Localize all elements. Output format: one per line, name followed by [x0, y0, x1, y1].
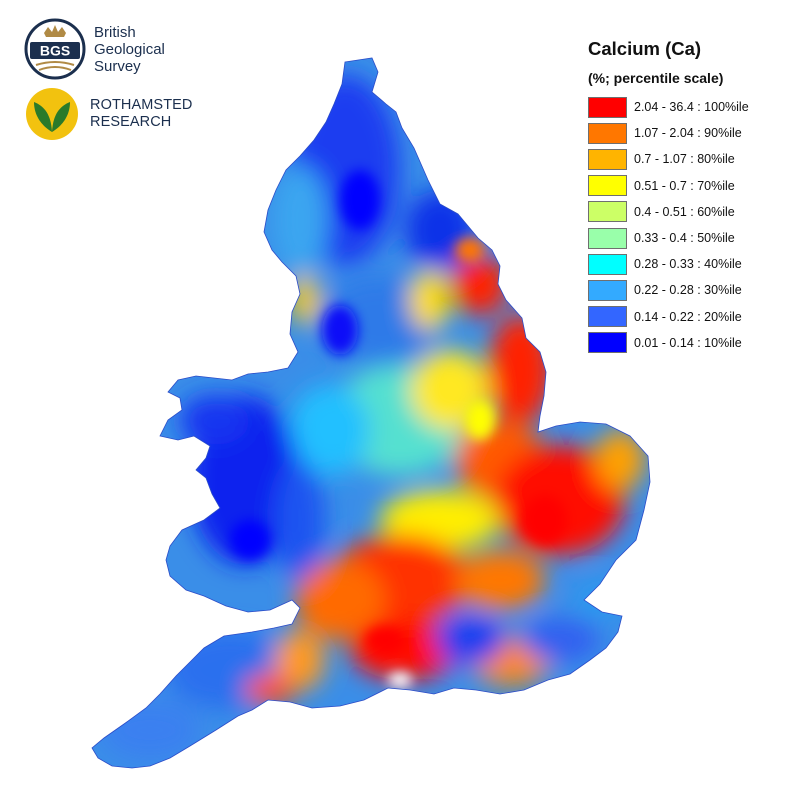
legend-label: 2.04 - 36.4 : 100%ile [634, 100, 749, 115]
legend-label: 0.4 - 0.51 : 60%ile [634, 204, 735, 219]
legend-swatch [588, 96, 627, 118]
legend-swatch [588, 175, 627, 197]
legend-label: 0.01 - 0.14 : 10%ile [634, 335, 742, 350]
rothamsted-line-1: ROTHAMSTED [90, 97, 193, 113]
legend-item: 0.01 - 0.14 : 10%ile [588, 330, 749, 356]
svg-text:BGS: BGS [40, 43, 70, 59]
legend-label: 0.14 - 0.22 : 20%ile [634, 309, 742, 324]
legend-swatch [588, 148, 627, 170]
legend-item: 0.51 - 0.7 : 70%ile [588, 173, 749, 199]
legend-swatch [588, 201, 627, 223]
rothamsted-leaf-icon [26, 88, 78, 140]
legend-subtitle: (%; percentile scale) [588, 70, 724, 86]
rothamsted-line-2: RESEARCH [90, 114, 172, 130]
rothamsted-logo: ROTHAMSTED RESEARCH [24, 86, 193, 142]
legend-item: 0.33 - 0.4 : 50%ile [588, 225, 749, 251]
legend-swatch [588, 227, 627, 249]
legend-swatch [588, 332, 627, 354]
bgs-line-3: Survey [94, 57, 141, 75]
legend-swatch [588, 306, 627, 328]
legend-item: 0.4 - 0.51 : 60%ile [588, 199, 749, 225]
bgs-logo: BGS British Geological Survey [22, 18, 165, 80]
legend-swatch [588, 253, 627, 275]
legend-title: Calcium (Ca) [588, 38, 702, 59]
legend-label: 1.07 - 2.04 : 90%ile [634, 126, 742, 141]
legend-label: 0.28 - 0.33 : 40%ile [634, 257, 742, 272]
legend-swatch [588, 122, 627, 144]
legend-item: 0.7 - 1.07 : 80%ile [588, 146, 749, 172]
legend-label: 0.22 - 0.28 : 30%ile [634, 283, 742, 298]
legend: Calcium (Ca) (%; percentile scale) 2.04 … [588, 38, 749, 356]
legend-item: 0.28 - 0.33 : 40%ile [588, 251, 749, 277]
bgs-line-2: Geological [94, 40, 165, 58]
legend-label: 0.51 - 0.7 : 70%ile [634, 178, 735, 193]
bgs-wordmark: British Geological Survey [94, 24, 165, 75]
legend-label: 0.7 - 1.07 : 80%ile [634, 152, 735, 167]
legend-item: 1.07 - 2.04 : 90%ile [588, 120, 749, 146]
bgs-line-1: British [94, 23, 136, 41]
bgs-crest-icon: BGS [24, 18, 86, 80]
legend-swatch [588, 279, 627, 301]
legend-item: 0.22 - 0.28 : 30%ile [588, 277, 749, 303]
coastline [91, 57, 651, 769]
legend-rows: 2.04 - 36.4 : 100%ile 1.07 - 2.04 : 90%il… [588, 94, 749, 356]
rothamsted-wordmark: ROTHAMSTED RESEARCH [90, 97, 193, 131]
legend-label: 0.33 - 0.4 : 50%ile [634, 231, 735, 246]
legend-item: 2.04 - 36.4 : 100%ile [588, 94, 749, 120]
legend-item: 0.14 - 0.22 : 20%ile [588, 304, 749, 330]
